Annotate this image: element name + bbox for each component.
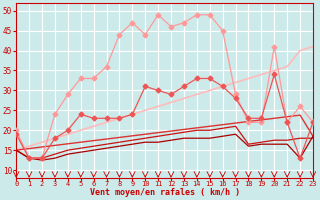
X-axis label: Vent moyen/en rafales ( km/h ): Vent moyen/en rafales ( km/h )	[90, 188, 240, 197]
